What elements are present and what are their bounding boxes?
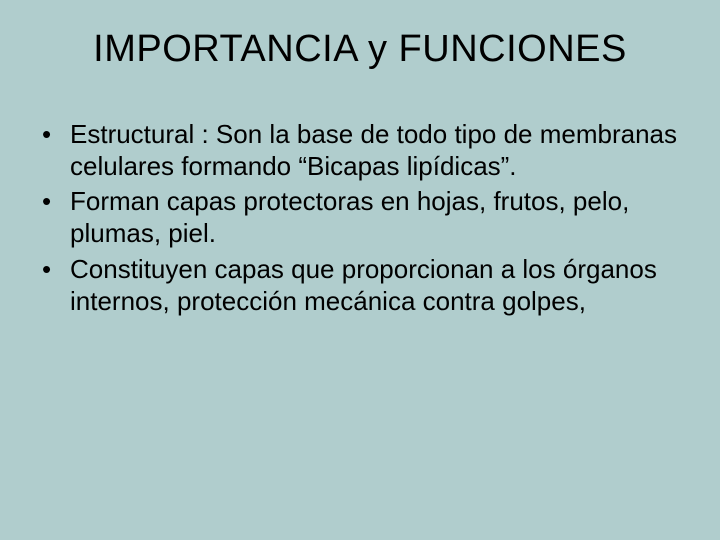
- bullet-item: Estructural : Son la base de todo tipo d…: [42, 119, 690, 182]
- slide-title: IMPORTANCIA y FUNCIONES: [30, 28, 690, 71]
- bullet-item: Constituyen capas que proporcionan a los…: [42, 254, 690, 317]
- slide-container: IMPORTANCIA y FUNCIONES Estructural : So…: [0, 0, 720, 540]
- bullet-item: Forman capas protectoras en hojas, fruto…: [42, 186, 690, 249]
- bullet-list: Estructural : Son la base de todo tipo d…: [30, 119, 690, 317]
